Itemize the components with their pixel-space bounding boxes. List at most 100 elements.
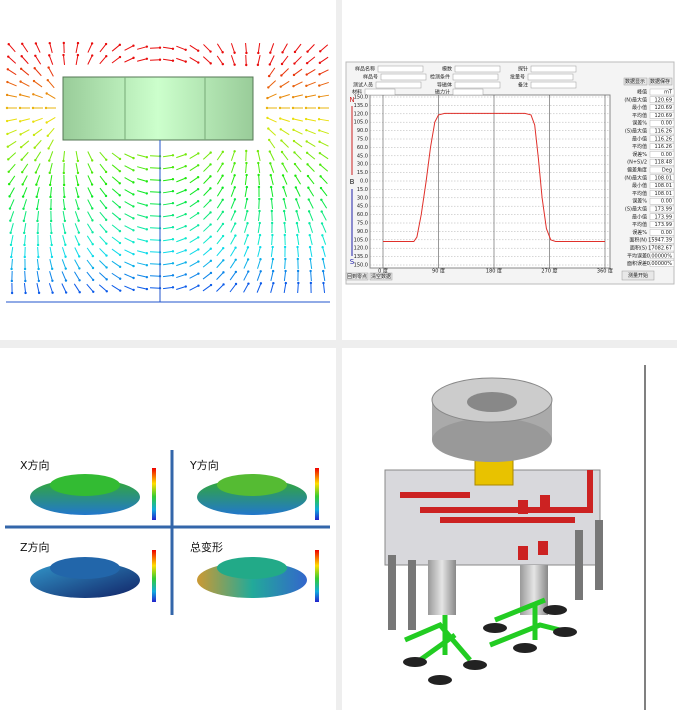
- arrow-head: [118, 265, 122, 269]
- field-arrow: [202, 56, 212, 64]
- arrow-head: [145, 287, 149, 291]
- button-label: 数据显示: [625, 78, 645, 85]
- arrow-head: [145, 192, 148, 195]
- field-arrow: [308, 211, 314, 221]
- field-arrow: [35, 175, 41, 185]
- field-arrow: [176, 57, 186, 63]
- view-label: Y方向: [189, 458, 219, 472]
- result-label: 偏差角度: [627, 167, 647, 174]
- arrow-head: [63, 219, 67, 223]
- button[interactable]: [345, 272, 369, 281]
- field-arrow: [176, 189, 186, 195]
- arrow-head: [245, 51, 248, 55]
- arrow-head: [283, 221, 286, 225]
- result-value: 120.69: [655, 113, 673, 119]
- arrow-head: [184, 261, 187, 264]
- field-arrow: [176, 177, 186, 183]
- field-arrow: [280, 128, 290, 136]
- arrow-head: [145, 240, 149, 243]
- field-arrow: [11, 258, 13, 270]
- arrow-head: [245, 149, 248, 153]
- button[interactable]: [369, 272, 393, 281]
- field-arrow: [75, 150, 79, 162]
- field-label: 磁力计: [435, 89, 450, 96]
- arrow-head: [10, 267, 13, 271]
- arrow-head: [246, 246, 250, 249]
- field-arrow: [10, 235, 14, 245]
- field-arrow: [20, 129, 30, 135]
- result-value: mT: [664, 90, 673, 96]
- arrow-head: [105, 290, 108, 293]
- disc-z: [30, 557, 140, 598]
- field-arrow: [99, 211, 107, 221]
- arrow-head: [245, 173, 248, 177]
- arrow-head: [209, 283, 213, 287]
- field-arrow: [162, 190, 174, 194]
- field-arrow: [189, 285, 199, 291]
- field-arrow: [189, 212, 199, 220]
- arrow-head: [118, 277, 122, 280]
- separator: [336, 0, 342, 710]
- button[interactable]: [648, 77, 673, 86]
- field-arrow: [309, 258, 313, 270]
- arrow-head: [62, 41, 66, 45]
- arrow-head: [63, 207, 66, 211]
- result-box: [649, 229, 675, 236]
- field-arrow: [245, 162, 247, 174]
- field-arrow: [176, 237, 186, 243]
- arrow-head: [105, 278, 108, 281]
- field-arrow: [61, 283, 67, 293]
- button[interactable]: [621, 270, 655, 281]
- result-value: 15947.39: [648, 238, 672, 244]
- field-arrow: [256, 283, 262, 293]
- field-arrow: [243, 235, 249, 245]
- field-arrow: [73, 283, 81, 293]
- arrow-head: [171, 166, 175, 169]
- field-arrow: [293, 94, 303, 98]
- field-input: [452, 88, 484, 96]
- arrow-head: [132, 288, 135, 292]
- arrow-head: [209, 235, 212, 238]
- arrow-head: [304, 95, 308, 99]
- arrow-head: [20, 158, 23, 161]
- arrow-head: [171, 262, 175, 265]
- field-arrow: [189, 153, 199, 159]
- arrow-head: [278, 106, 282, 110]
- y-tick-label: 105.0: [354, 120, 368, 126]
- field-arrow: [176, 286, 186, 290]
- arrow-head: [233, 186, 236, 189]
- field-arrow: [23, 222, 27, 234]
- field-arrow: [48, 151, 54, 161]
- field-arrow: [216, 259, 224, 269]
- result-value: 0.00000%: [647, 253, 673, 259]
- arrow-head: [271, 245, 274, 249]
- arrow-head: [309, 269, 312, 273]
- button[interactable]: [623, 77, 648, 86]
- field-input: [380, 73, 427, 81]
- field-arrow: [137, 274, 147, 278]
- field-arrow: [216, 247, 224, 257]
- field-arrow: [162, 58, 174, 62]
- field-arrow: [282, 175, 288, 185]
- field-arrow: [280, 94, 290, 98]
- field-arrow: [124, 213, 134, 219]
- result-box: [649, 127, 675, 135]
- field-arrow: [202, 236, 212, 244]
- arrow-head: [271, 233, 274, 237]
- result-box: [649, 174, 675, 182]
- arrow-head: [306, 174, 310, 178]
- result-box: [649, 151, 675, 158]
- arrow-head: [196, 199, 200, 203]
- button-label: 测量开始: [628, 272, 648, 279]
- field-arrow: [62, 150, 66, 162]
- arrow-head: [265, 106, 269, 110]
- field-arrow: [293, 81, 303, 87]
- arrow-head: [145, 180, 149, 183]
- arrow-head: [118, 206, 122, 209]
- arrow-head: [6, 80, 9, 84]
- result-value: 120.69: [655, 97, 673, 103]
- result-label: (N)最大值: [624, 96, 647, 103]
- field-arrow: [49, 234, 53, 246]
- arrow-head: [78, 255, 81, 258]
- field-arrow: [256, 271, 262, 281]
